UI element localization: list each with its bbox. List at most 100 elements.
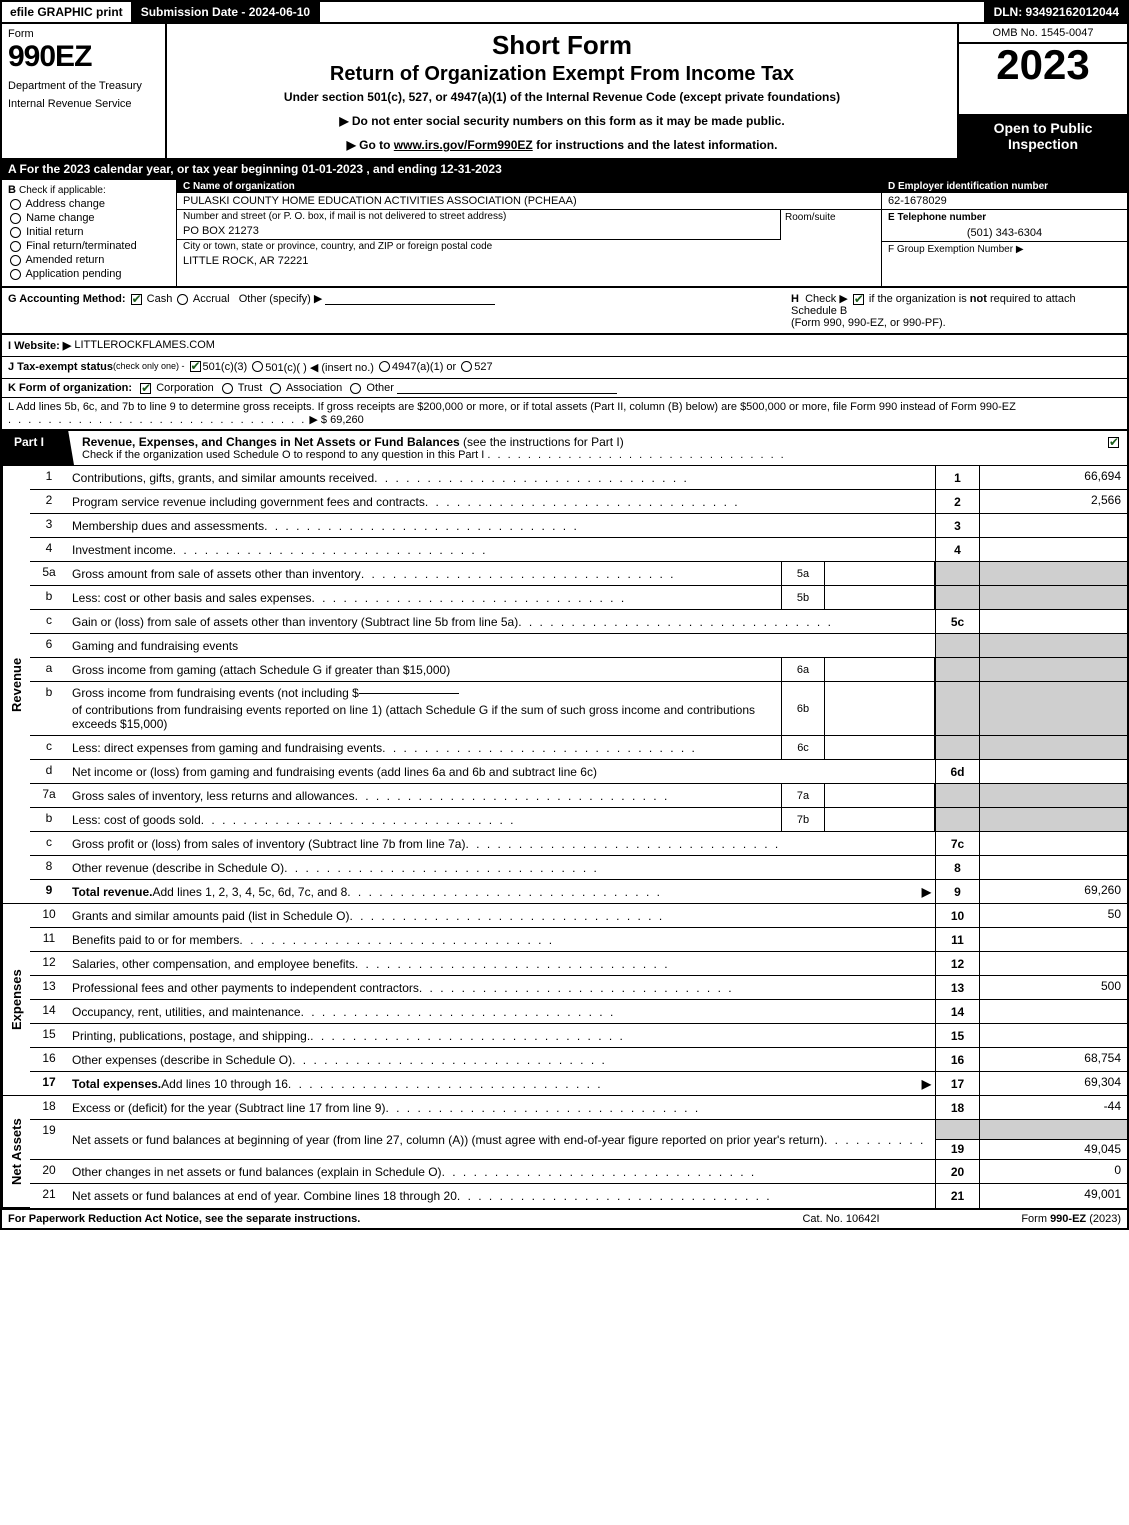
ln11-desc: Benefits paid to or for members xyxy=(72,933,239,947)
ln15-val xyxy=(979,1024,1127,1047)
radio-icon[interactable] xyxy=(10,241,21,252)
checkbox-icon[interactable] xyxy=(853,294,864,305)
checkbox-icon[interactable] xyxy=(131,294,142,305)
ln8-rno: 8 xyxy=(935,856,979,879)
footer-right-bold: 990-EZ xyxy=(1050,1213,1086,1225)
ln6-no: 6 xyxy=(30,634,68,657)
ln16-no: 16 xyxy=(30,1048,68,1071)
l-text: L Add lines 5b, 6c, and 7b to line 9 to … xyxy=(8,401,1016,413)
i-label: I Website: ▶ xyxy=(8,339,71,352)
ln2-rno: 2 xyxy=(935,490,979,513)
radio-icon[interactable] xyxy=(10,199,21,210)
part1-bar: Part I Revenue, Expenses, and Changes in… xyxy=(0,431,1129,466)
ln7c-desc: Gross profit or (loss) from sales of inv… xyxy=(72,837,465,851)
h-line: H Check ▶ if the organization is not req… xyxy=(791,292,1121,329)
radio-icon[interactable] xyxy=(10,213,21,224)
b-label: B xyxy=(8,184,16,196)
ln3-rno: 3 xyxy=(935,514,979,537)
radio-icon[interactable] xyxy=(270,383,281,394)
radio-icon[interactable] xyxy=(10,269,21,280)
ln6b-no: b xyxy=(30,682,68,735)
radio-icon[interactable] xyxy=(461,361,472,372)
radio-icon[interactable] xyxy=(10,255,21,266)
ln6d-val xyxy=(979,760,1127,783)
j-label: J Tax-exempt status xyxy=(8,361,113,374)
ln6a-box: 6a xyxy=(781,658,825,681)
radio-icon[interactable] xyxy=(10,227,21,238)
ln4-no: 4 xyxy=(30,538,68,561)
ln10-rno: 10 xyxy=(935,904,979,927)
ln6b-box: 6b xyxy=(781,682,825,735)
ln3-no: 3 xyxy=(30,514,68,537)
ln6c-no: c xyxy=(30,736,68,759)
radio-icon[interactable] xyxy=(252,361,263,372)
dots xyxy=(385,1101,931,1115)
ln18-rno: 18 xyxy=(935,1096,979,1119)
radio-icon[interactable] xyxy=(379,361,390,372)
ln16-desc: Other expenses (describe in Schedule O) xyxy=(72,1053,292,1067)
section-bcdef: B Check if applicable: Address change Na… xyxy=(0,180,1129,288)
ln7a-no: 7a xyxy=(30,784,68,807)
dots xyxy=(457,1189,931,1203)
radio-icon[interactable] xyxy=(222,383,233,394)
dots xyxy=(310,1029,931,1043)
grey-cell xyxy=(979,808,1127,831)
ln6c-desc: Less: direct expenses from gaming and fu… xyxy=(72,741,382,755)
radio-icon[interactable] xyxy=(177,294,188,305)
grey-cell xyxy=(935,682,979,735)
g-line: G Accounting Method: Cash Accrual Other … xyxy=(8,292,791,329)
part1-check[interactable] xyxy=(1100,431,1127,465)
ln1-no: 1 xyxy=(30,466,68,489)
ln12-desc: Salaries, other compensation, and employ… xyxy=(72,957,355,971)
chk-amended: Amended return xyxy=(8,254,170,266)
grey-cell xyxy=(979,586,1127,609)
ln6c-sval xyxy=(825,736,935,759)
ln21-val: 49,001 xyxy=(979,1184,1127,1208)
dots xyxy=(349,909,931,923)
ln21-no: 21 xyxy=(30,1184,68,1208)
ln15-no: 15 xyxy=(30,1024,68,1047)
efile-print[interactable]: efile GRAPHIC print xyxy=(2,2,133,22)
ln6b-desc: Gross income from fundraising events (no… xyxy=(68,682,781,735)
j-opt1: 501(c)(3) xyxy=(203,361,248,374)
dept2: Internal Revenue Service xyxy=(8,98,159,110)
dots xyxy=(347,885,922,899)
ln13-no: 13 xyxy=(30,976,68,999)
ln14-val xyxy=(979,1000,1127,1023)
k-line: K Form of organization: Corporation Trus… xyxy=(0,379,1129,398)
ln11-rno: 11 xyxy=(935,928,979,951)
expenses-section: Expenses 10Grants and similar amounts pa… xyxy=(2,904,1127,1096)
footer-mid: Cat. No. 10642I xyxy=(731,1213,951,1225)
grey-cell xyxy=(935,562,979,585)
ln6d-rno: 6d xyxy=(935,760,979,783)
submission-date: Submission Date - 2024-06-10 xyxy=(133,2,320,22)
dots xyxy=(361,567,777,581)
ln11-val xyxy=(979,928,1127,951)
ln13-desc: Professional fees and other payments to … xyxy=(72,981,419,995)
ln20-no: 20 xyxy=(30,1160,68,1183)
dots xyxy=(288,1077,922,1091)
ln17-rno: 17 xyxy=(935,1072,979,1095)
dept1: Department of the Treasury xyxy=(8,80,159,92)
ln9-rno: 9 xyxy=(935,880,979,903)
note2-pre: ▶ Go to xyxy=(347,138,394,152)
grey-cell xyxy=(935,736,979,759)
ln6b-blank[interactable] xyxy=(359,693,459,694)
ln14-desc: Occupancy, rent, utilities, and maintena… xyxy=(72,1005,301,1019)
radio-icon[interactable] xyxy=(350,383,361,394)
ln6-desc: Gaming and fundraising events xyxy=(72,639,238,653)
inspection-badge: Open to Public Inspection xyxy=(959,114,1127,158)
grey-cell xyxy=(935,808,979,831)
checkbox-icon[interactable] xyxy=(190,361,201,372)
j-opt2: 501(c)( ) ◀ (insert no.) xyxy=(265,361,374,374)
header-right: OMB No. 1545-0047 2023 Open to Public In… xyxy=(957,24,1127,158)
irs-link[interactable]: www.irs.gov/Form990EZ xyxy=(394,138,533,152)
g-accrual: Accrual xyxy=(193,293,230,305)
ln19-no: 19 xyxy=(30,1120,68,1159)
ln14-rno: 14 xyxy=(935,1000,979,1023)
k-other-input[interactable] xyxy=(397,393,617,394)
g-other-input[interactable] xyxy=(325,304,495,305)
checkbox-icon[interactable] xyxy=(140,383,151,394)
note1: ▶ Do not enter social security numbers o… xyxy=(177,114,947,128)
ln6a-desc: Gross income from gaming (attach Schedul… xyxy=(72,663,450,677)
